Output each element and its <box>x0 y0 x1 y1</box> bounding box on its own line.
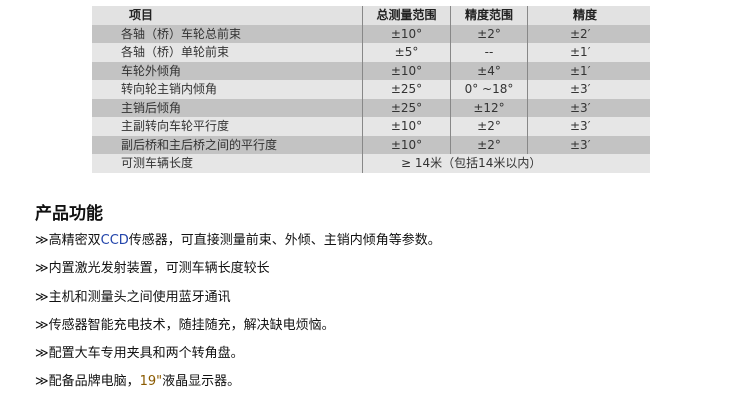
row-label: 主销后倾角 <box>92 98 363 117</box>
bullet-icon: ≫ <box>35 261 49 277</box>
item-text: 液晶显示器。 <box>162 374 241 390</box>
list-item: ≫传感器智能充电技术，随挂随充，解决缺电烦恼。 <box>35 316 441 344</box>
list-item: ≫高精密双CCD传感器，可直接测量前束、外倾、主销内倾角等参数。 <box>35 231 441 259</box>
item-text: 传感器，可直接测量前束、外倾、主销内倾角等参数。 <box>128 233 441 248</box>
row-label: 主副转向车轮平行度 <box>92 117 363 136</box>
header-total-range: 总测量范围 <box>362 6 451 25</box>
row-label: 转向轮主销内倾角 <box>92 80 363 99</box>
accuracy-range: 0° ~18° <box>450 80 528 99</box>
accuracy: ±1′ <box>527 61 650 80</box>
spec-table: 项目 总测量范围 精度范围 精度 各轴（桥）车轮总前束 ±10° ±2° ±2′ 各轴（… <box>92 6 650 173</box>
total-range: ±10° <box>362 117 451 136</box>
list-item: ≫配置大车专用夹具和两个转角盘。 <box>35 344 441 372</box>
table-row: 副后桥和主后桥之间的平行度 ±10° ±2° ±3′ <box>92 135 650 154</box>
accuracy: ±3′ <box>527 117 650 136</box>
list-item: ≫主机和测量头之间使用蓝牙通讯 <box>35 288 441 316</box>
table-row: 各轴（桥）单轮前束 ±5° -- ±1′ <box>92 43 650 62</box>
bullet-icon: ≫ <box>35 233 49 248</box>
accuracy: ±3′ <box>527 80 650 99</box>
list-item: ≫内置激光发射装置，可测车辆长度较长 <box>35 259 441 287</box>
accuracy-range: -- <box>450 43 528 62</box>
section-title: 产品功能 <box>35 204 103 224</box>
total-range: ±25° <box>362 98 451 117</box>
accuracy-range: ±4° <box>450 61 528 80</box>
item-highlight: 19" <box>139 374 163 390</box>
list-item: ≫配备品牌电脑，19"液晶显示器。 <box>35 372 441 400</box>
item-text: 高精密双 <box>48 233 101 248</box>
accuracy: ±1′ <box>527 43 650 62</box>
item-text: 配备品牌电脑， <box>48 374 140 390</box>
accuracy: ±2′ <box>527 24 650 43</box>
table-row: 主销后倾角 ±25° ±12° ±3′ <box>92 98 650 117</box>
item-text: 内置激光发射装置，可测车辆长度较长 <box>48 261 270 277</box>
bullet-icon: ≫ <box>35 374 49 390</box>
feature-list: ≫高精密双CCD传感器，可直接测量前束、外倾、主销内倾角等参数。 ≫内置激光发射… <box>35 231 441 401</box>
accuracy-range: ±12° <box>450 98 528 117</box>
total-range: ±10° <box>362 61 451 80</box>
total-range: ±25° <box>362 80 451 99</box>
item-text: 配置大车专用夹具和两个转角盘。 <box>48 346 244 362</box>
item-text: 主机和测量头之间使用蓝牙通讯 <box>48 289 231 305</box>
bullet-icon: ≫ <box>35 289 49 305</box>
row-label: 副后桥和主后桥之间的平行度 <box>92 135 363 154</box>
total-range: ±10° <box>362 135 451 154</box>
accuracy-range: ±2° <box>450 135 528 154</box>
accuracy: ±3′ <box>527 98 650 117</box>
table-row: 转向轮主销内倾角 ±25° 0° ~18° ±3′ <box>92 80 650 99</box>
accuracy: ±3′ <box>527 135 650 154</box>
row-label: 各轴（桥）车轮总前束 <box>92 24 363 43</box>
table-row: 车轮外倾角 ±10° ±4° ±1′ <box>92 61 650 80</box>
bullet-icon: ≫ <box>35 346 49 362</box>
header-item: 项目 <box>92 6 363 25</box>
row-label: 各轴（桥）单轮前束 <box>92 43 363 62</box>
table-row: 各轴（桥）车轮总前束 ±10° ±2° ±2′ <box>92 24 650 43</box>
table-row: 主副转向车轮平行度 ±10° ±2° ±3′ <box>92 117 650 136</box>
table-header: 项目 总测量范围 精度范围 精度 <box>92 6 650 25</box>
row-label: 可测车辆长度 <box>92 154 363 173</box>
total-range: ±5° <box>362 43 451 62</box>
bullet-icon: ≫ <box>35 317 49 333</box>
total-range: ±10° <box>362 24 451 43</box>
header-accuracy-range: 精度范围 <box>450 6 528 25</box>
table-row-length: 可测车辆长度 ≥ 14米（包括14米以内） <box>92 154 650 173</box>
header-accuracy: 精度 <box>527 6 650 25</box>
item-text: 传感器智能充电技术，随挂随充，解决缺电烦恼。 <box>48 317 335 333</box>
accuracy-range: ±2° <box>450 24 528 43</box>
row-label: 车轮外倾角 <box>92 61 363 80</box>
accuracy-range: ±2° <box>450 117 528 136</box>
row-value: ≥ 14米（包括14米以内） <box>362 154 650 173</box>
item-highlight: CCD <box>100 233 129 248</box>
